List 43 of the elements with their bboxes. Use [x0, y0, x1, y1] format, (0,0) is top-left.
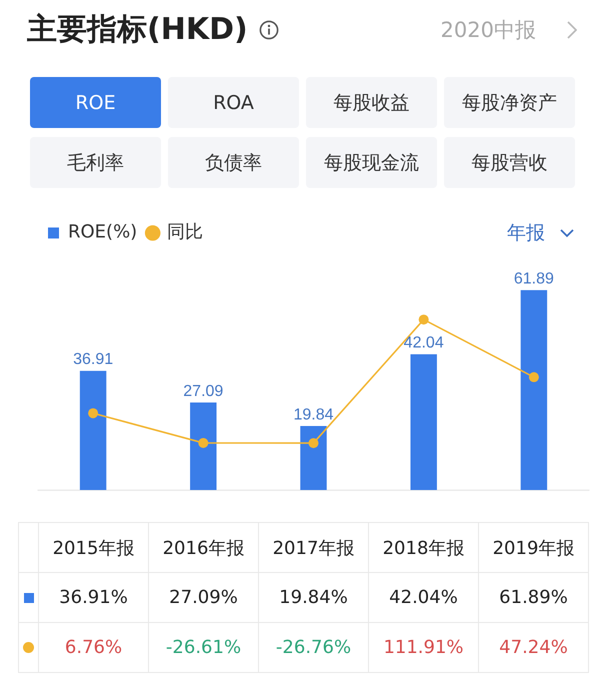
text: 2020中报 [440, 17, 536, 44]
x-tick-label: 2016年报 [162, 538, 244, 558]
legend-label: 同比 [167, 222, 204, 243]
annotation: 61.89 [514, 270, 554, 288]
data-label: 27.09% [169, 587, 238, 608]
bar [520, 290, 548, 490]
data-label: 111.91% [383, 637, 464, 658]
data-label: -26.76% [276, 637, 352, 658]
data-label: 42.04% [389, 587, 458, 608]
annotation: 42.04 [404, 334, 444, 352]
point [308, 438, 318, 448]
x-tick-label: 2017年报 [272, 538, 354, 558]
tab-button[interactable]: 每股收益 [306, 77, 437, 128]
tab-button[interactable]: ROE [30, 77, 161, 128]
data-label: 6.76% [64, 637, 122, 658]
point [198, 438, 208, 448]
data-label: -26.61% [166, 637, 242, 658]
data-label: 61.89% [499, 587, 568, 608]
tab-button[interactable]: ROA [168, 77, 299, 128]
tab-button[interactable]: 每股现金流 [306, 137, 437, 188]
tab-button[interactable]: 每股营收 [444, 137, 575, 188]
tab-button[interactable]: 负债率 [168, 137, 299, 188]
bar [190, 402, 217, 490]
x-tick-label: 2019年报 [492, 538, 574, 558]
tab-button[interactable]: 每股净资产 [444, 77, 575, 128]
data-label: 19.84% [279, 587, 348, 608]
legend-label: ROE(%) [68, 222, 138, 243]
bar [410, 354, 437, 490]
x-tick-label: 2015年报 [52, 538, 134, 558]
x-tick-label: 2018年报 [382, 538, 464, 558]
point [418, 314, 429, 325]
text: 年报 [507, 221, 545, 246]
data-label: 36.91% [59, 587, 128, 608]
data-label: 47.24% [499, 637, 568, 658]
point [88, 408, 98, 418]
bar [300, 426, 327, 490]
point [528, 372, 539, 382]
annotation: 19.84 [293, 406, 334, 424]
chart-title: 主要指标(HKD) [27, 11, 248, 49]
tab-button[interactable]: 毛利率 [30, 137, 161, 188]
bar [80, 370, 106, 490]
annotation: 36.91 [73, 351, 114, 368]
annotation: 27.09 [183, 382, 224, 400]
